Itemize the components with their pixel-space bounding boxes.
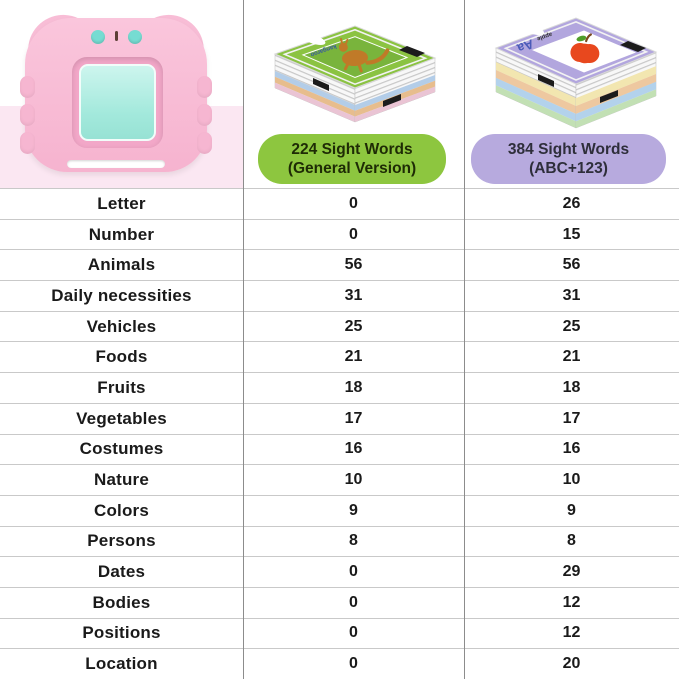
value-224: 25 [344, 317, 363, 335]
value-224: 0 [349, 225, 358, 243]
row-label: Persons [87, 531, 156, 551]
device-whisker [20, 76, 35, 98]
apple-illustration [570, 33, 600, 64]
value-224: 0 [349, 655, 358, 673]
badge-224-sight-words: 224 Sight Words (General Version) [258, 134, 446, 184]
deck-384-image: Aa apple [494, 17, 658, 129]
column-divider [464, 0, 465, 679]
value-384: 8 [567, 532, 576, 550]
table-row: Animals 56 56 [0, 249, 679, 280]
value-224: 0 [349, 624, 358, 642]
table-row: Letter 0 26 [0, 188, 679, 219]
row-label: Nature [93, 470, 150, 490]
row-label: Bodies [92, 592, 151, 612]
value-384: 21 [562, 348, 581, 366]
table-row: Positions 0 12 [0, 617, 679, 649]
device-mic-slot [115, 31, 118, 41]
table-row: Location 0 20 [0, 648, 679, 679]
badge-224-line1: 224 Sight Words [291, 141, 413, 158]
header-section: kangaroo [0, 0, 679, 188]
value-224: 16 [344, 440, 363, 458]
device-whisker [197, 132, 212, 154]
table-row: Fruits 18 18 [0, 372, 679, 403]
table-row: Vegetables 17 17 [0, 402, 679, 434]
row-label: Foods [95, 347, 148, 367]
comparison-table: Letter 0 26 Number 0 15 Animals 56 56 Da… [0, 188, 679, 679]
row-label: Vehicles [86, 316, 157, 336]
device-whisker [197, 104, 212, 126]
device-button-left [91, 30, 105, 44]
badge-384-line2: (ABC+123) [529, 160, 608, 177]
column-divider [243, 0, 244, 679]
row-label: Positions [82, 623, 161, 643]
value-224: 17 [344, 409, 363, 427]
deck-384-card-letter: Aa [514, 36, 535, 56]
row-label: Animals [87, 255, 156, 275]
row-label: Number [88, 224, 155, 244]
value-384: 12 [562, 624, 581, 642]
row-label: Costumes [79, 439, 164, 459]
row-label: Daily necessities [51, 285, 192, 305]
table-row: Vehicles 25 25 [0, 310, 679, 342]
table-row: Costumes 16 16 [0, 433, 679, 465]
row-label: Dates [97, 562, 146, 582]
value-384: 20 [562, 655, 581, 673]
value-224: 10 [344, 471, 363, 489]
value-384: 15 [562, 225, 581, 243]
value-384: 9 [567, 501, 576, 519]
device-screen [79, 64, 156, 141]
device-whisker [20, 104, 35, 126]
table-row: Daily necessities 31 31 [0, 280, 679, 311]
value-384: 26 [562, 194, 581, 212]
value-384: 10 [562, 471, 581, 489]
value-384: 56 [562, 256, 581, 274]
value-384: 25 [562, 317, 581, 335]
table-row: Dates 0 29 [0, 556, 679, 587]
device-button-right [128, 30, 142, 44]
badge-384-sight-words: 384 Sight Words (ABC+123) [471, 134, 666, 184]
table-row: Bodies 0 12 [0, 586, 679, 618]
row-label: Letter [97, 193, 146, 213]
value-224: 0 [349, 593, 358, 611]
value-224: 8 [349, 532, 358, 550]
device-whisker [20, 132, 35, 154]
value-384: 16 [562, 440, 581, 458]
value-224: 21 [344, 348, 363, 366]
table-row: Foods 21 21 [0, 341, 679, 372]
deck-224-image: kangaroo [273, 25, 437, 123]
deck-384-card-word: apple [535, 30, 552, 41]
value-384: 12 [562, 593, 581, 611]
table-row: Persons 8 8 [0, 525, 679, 557]
device-whisker [197, 76, 212, 98]
flashcard-device [20, 10, 212, 172]
table-row: Number 0 15 [0, 218, 679, 250]
row-label: Fruits [97, 377, 146, 397]
value-224: 56 [344, 256, 363, 274]
value-384: 17 [562, 409, 581, 427]
value-224: 0 [349, 194, 358, 212]
row-label: Colors [93, 500, 150, 520]
row-label: Vegetables [76, 408, 167, 428]
row-label: Location [85, 654, 158, 674]
badge-384-line1: 384 Sight Words [507, 141, 630, 158]
badge-224-line2: (General Version) [287, 160, 417, 177]
value-384: 31 [562, 286, 581, 304]
value-224: 18 [344, 378, 363, 396]
value-384: 29 [562, 563, 581, 581]
device-card-slot [67, 160, 165, 168]
kangaroo-illustration [338, 37, 390, 73]
value-224: 31 [344, 286, 363, 304]
value-384: 18 [562, 378, 581, 396]
table-row: Colors 9 9 [0, 494, 679, 526]
value-224: 0 [349, 563, 358, 581]
device-screen-bezel [72, 57, 163, 148]
value-224: 9 [349, 501, 358, 519]
table-row: Nature 10 10 [0, 464, 679, 495]
